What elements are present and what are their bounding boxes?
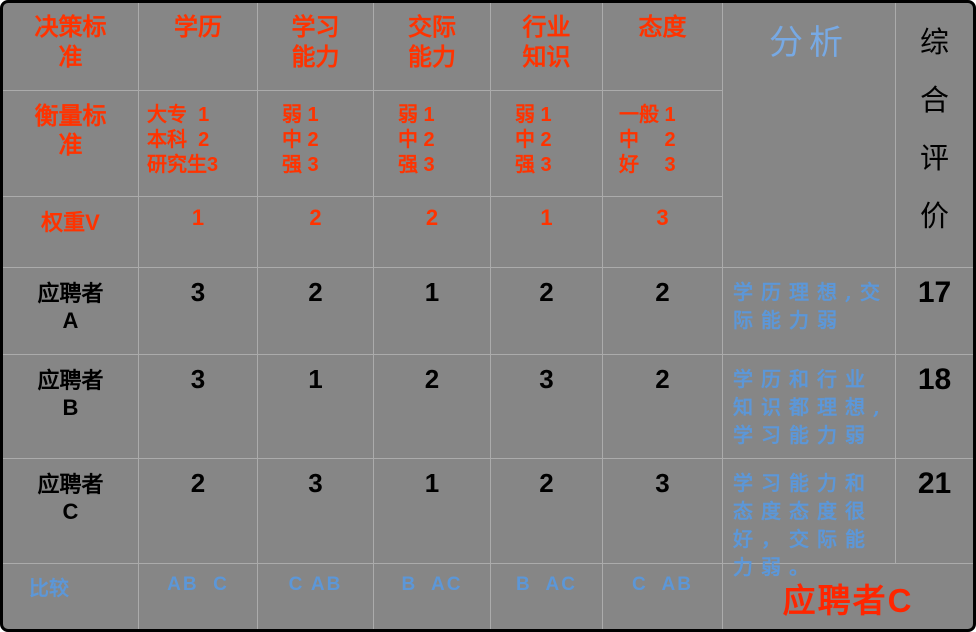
compare-industry: B AC	[491, 564, 603, 629]
candidate-a-label: 应聘者 A	[3, 268, 139, 355]
candidate-b-label: 应聘者 B	[3, 355, 139, 459]
candidate-a-score-industry: 2	[491, 268, 603, 355]
candidate-b-analysis: 学历和行业知识都理想,学习能力弱	[723, 355, 896, 459]
candidate-b-score-industry: 3	[491, 355, 603, 459]
weight-label: 权重V	[3, 197, 139, 268]
column-header-learning-ability: 学习 能力	[258, 3, 374, 91]
weight-learning-ability: 2	[258, 197, 374, 268]
measure-learning-ability: 弱 1 中 2 强 3	[258, 91, 374, 197]
candidate-a-score-communication: 1	[374, 268, 491, 355]
compare-learning: C AB	[258, 564, 374, 629]
candidate-b-score-education: 3	[139, 355, 258, 459]
measure-communication-ability: 弱 1 中 2 强 3	[374, 91, 491, 197]
measure-standard-label: 衡量标 准	[3, 91, 139, 197]
measure-education: 大专 1 本科 2 研究生3	[139, 91, 258, 197]
candidate-a-analysis: 学历理想,交际能力弱	[723, 268, 896, 355]
candidate-c-score-communication: 1	[374, 459, 491, 564]
weight-industry-knowledge: 1	[491, 197, 603, 268]
column-header-education: 学历	[139, 3, 258, 91]
candidate-a-total: 17	[896, 268, 973, 355]
candidate-c-total: 21	[896, 459, 973, 564]
candidate-a-score-attitude: 2	[603, 268, 723, 355]
candidate-b-score-learning: 1	[258, 355, 374, 459]
compare-attitude: C AB	[603, 564, 723, 629]
candidate-c-score-learning: 3	[258, 459, 374, 564]
candidate-c-score-education: 2	[139, 459, 258, 564]
weight-education: 1	[139, 197, 258, 268]
candidate-c-score-industry: 2	[491, 459, 603, 564]
measure-industry-knowledge: 弱 1 中 2 强 3	[491, 91, 603, 197]
candidate-a-score-learning: 2	[258, 268, 374, 355]
weight-attitude: 3	[603, 197, 723, 268]
candidate-b-score-attitude: 2	[603, 355, 723, 459]
candidate-c-label: 应聘者 C	[3, 459, 139, 564]
candidate-a-score-education: 3	[139, 268, 258, 355]
criteria-header-cell: 决策标 准	[3, 3, 139, 91]
weight-communication-ability: 2	[374, 197, 491, 268]
compare-communication: B AC	[374, 564, 491, 629]
candidate-c-analysis: 学习能力和态度态度很好，交际能力弱。	[723, 459, 896, 579]
column-header-communication-ability: 交际 能力	[374, 3, 491, 91]
candidate-c-score-attitude: 3	[603, 459, 723, 564]
analysis-header-cell: 分析	[723, 3, 896, 268]
column-header-attitude: 态度	[603, 3, 723, 91]
compare-education: AB C	[139, 564, 258, 629]
overall-evaluation-header-cell: 综 合 评 价	[896, 3, 973, 268]
compare-label: 比较	[3, 564, 139, 629]
column-header-industry-knowledge: 行业 知识	[491, 3, 603, 91]
candidate-b-total: 18	[896, 355, 973, 459]
candidate-b-score-communication: 2	[374, 355, 491, 459]
measure-attitude: 一般 1 中 2 好 3	[603, 91, 723, 197]
final-result-cell: 应聘者C	[782, 582, 914, 619]
